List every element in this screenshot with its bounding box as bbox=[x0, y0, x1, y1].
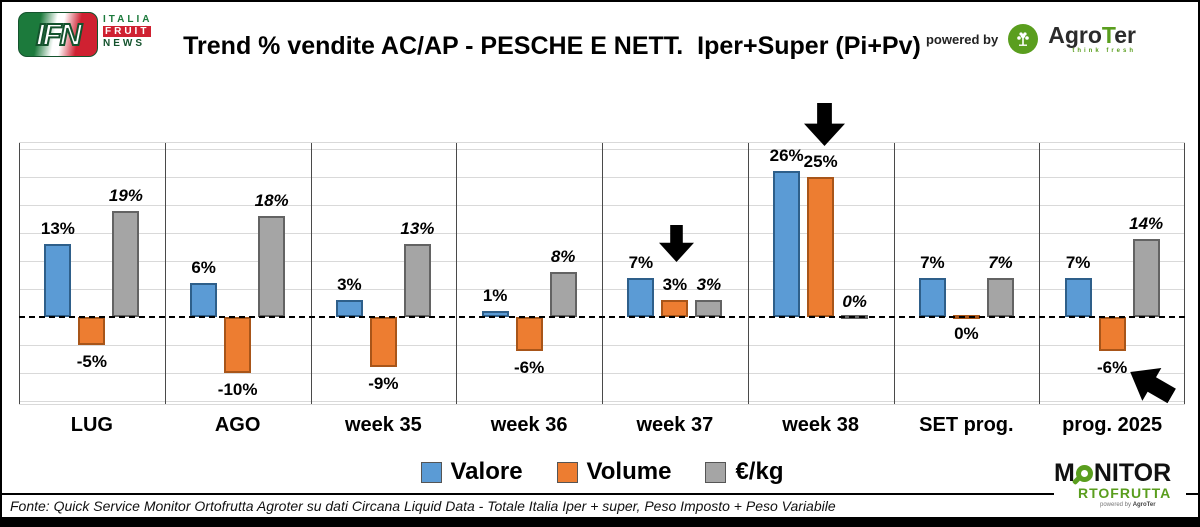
bottom-border-bar bbox=[2, 517, 1198, 525]
category-separator bbox=[165, 143, 166, 404]
footer: Fonte: Quick Service Monitor Ortofrutta … bbox=[2, 493, 1198, 517]
bar-volume-week-38 bbox=[807, 177, 835, 317]
legend-swatch bbox=[705, 461, 727, 483]
legend-swatch bbox=[556, 461, 578, 483]
bar-value-label: 13% bbox=[40, 219, 75, 239]
down-arrow-icon bbox=[804, 103, 845, 146]
legend: Valore Volume €/kg bbox=[2, 458, 1198, 486]
ifn-fruit-label: FRUIT bbox=[103, 26, 152, 37]
bar-kg-week-36 bbox=[549, 272, 577, 317]
bar-volume-week-35 bbox=[369, 317, 397, 368]
bar-value-label: 14% bbox=[1129, 213, 1164, 233]
bar-value-label: -6% bbox=[514, 357, 545, 377]
x-axis-label-prog--2025: prog. 2025 bbox=[1062, 414, 1163, 436]
bar-value-label: 0% bbox=[842, 292, 867, 311]
category-separator bbox=[456, 143, 457, 404]
bar-valore-set-prog- bbox=[918, 277, 946, 317]
monitor-ortofrutta-logo: M NITOR RTOFRUTTA powered by AgroTer bbox=[1054, 459, 1186, 517]
category-separator bbox=[19, 143, 20, 404]
chart-title: Trend % vendite AC/AP - PESCHE E NETT. I… bbox=[183, 32, 921, 60]
bar-valore-week-35 bbox=[335, 300, 363, 317]
bar-volume-ago bbox=[224, 317, 252, 373]
bar-value-label: -6% bbox=[1097, 357, 1128, 377]
x-axis-label-week-36: week 36 bbox=[490, 414, 568, 436]
magnifier-icon bbox=[1075, 465, 1093, 482]
bar-value-label: 7% bbox=[1065, 252, 1091, 272]
bar-valore-lug bbox=[44, 244, 72, 317]
x-axis-label-week-35: week 35 bbox=[345, 414, 422, 436]
bar-kg-set-prog- bbox=[986, 277, 1014, 317]
monitor-word-m: M bbox=[1054, 459, 1075, 487]
category-separator bbox=[602, 143, 603, 404]
bar-kg-ago bbox=[258, 216, 286, 317]
legend-item-kg: €/kg bbox=[705, 458, 783, 486]
bar-kg-week-35 bbox=[403, 244, 431, 317]
ortofrutta-label: RTOFRUTTA bbox=[1078, 485, 1172, 501]
agroter-tagline: think fresh bbox=[1072, 48, 1136, 54]
bar-volume-week-37 bbox=[661, 300, 689, 317]
bar-kg-prog--2025 bbox=[1132, 238, 1160, 317]
bar-value-label: 26% bbox=[769, 146, 804, 166]
bar-value-label: 13% bbox=[400, 219, 435, 239]
agroter-wordmark: AgroTer think fresh bbox=[1048, 22, 1136, 55]
bar-value-label: -9% bbox=[368, 374, 399, 394]
bar-value-label: 3% bbox=[662, 275, 688, 295]
ifn-acronym: IFN bbox=[35, 17, 83, 52]
bar-valore-week-38 bbox=[773, 171, 801, 317]
bar-value-label: 3% bbox=[696, 275, 722, 295]
x-axis-label-ago: AGO bbox=[214, 414, 261, 436]
monitor-word-nitor: NITOR bbox=[1093, 459, 1172, 487]
x-axis-label-lug: LUG bbox=[70, 414, 113, 436]
bar-value-label: 19% bbox=[108, 185, 143, 205]
ifn-italia-label: ITALIA bbox=[103, 14, 153, 25]
ifn-logo-icon: IFN bbox=[18, 12, 98, 57]
category-separator bbox=[311, 143, 312, 404]
powered-by-label: powered by bbox=[925, 31, 999, 47]
category-separator bbox=[1184, 143, 1185, 404]
bar-volume-week-36 bbox=[515, 317, 543, 351]
powered-by-block: powered by AgroTer think fresh bbox=[926, 24, 1136, 54]
ifn-logo: IFN ITALIA FRUIT NEWS bbox=[18, 12, 152, 57]
category-separator bbox=[748, 143, 749, 404]
legend-label: €/kg bbox=[735, 458, 784, 485]
legend-label: Volume bbox=[586, 458, 672, 485]
plot-area: 13% 6% 3% 1% 7% 26% 7% 7% -5% -10% -9% -6% 3% 25% 0% -6… bbox=[19, 103, 1185, 405]
bar-volume-prog--2025 bbox=[1098, 317, 1126, 351]
category-separator bbox=[894, 143, 895, 404]
category-separator bbox=[1039, 143, 1040, 404]
bar-kg-lug bbox=[112, 210, 140, 317]
bar-value-label: 25% bbox=[803, 152, 838, 171]
x-axis-labels: LUG AGO week 35 week 36 week 37 week 38 SET pr… bbox=[19, 414, 1185, 437]
source-note: Fonte: Quick Service Monitor Ortofrutta … bbox=[10, 498, 836, 514]
bar-value-label: 3% bbox=[337, 275, 362, 295]
bar-value-label: -10% bbox=[217, 380, 258, 399]
ifn-news-label: NEWS bbox=[103, 38, 145, 49]
x-axis-label-week-38: week 38 bbox=[782, 414, 859, 436]
bar-kg-week-37 bbox=[695, 300, 723, 317]
bar-valore-week-37 bbox=[627, 277, 655, 317]
legend-item-volume: Volume bbox=[556, 458, 672, 486]
bar-value-label: 7% bbox=[988, 252, 1013, 272]
bar-value-label: 8% bbox=[550, 247, 576, 267]
bar-value-label: 6% bbox=[191, 258, 216, 278]
zero-baseline bbox=[19, 316, 1185, 318]
bar-value-label: 18% bbox=[254, 191, 289, 211]
bar-valore-ago bbox=[190, 283, 218, 317]
x-axis-label-week-37: week 37 bbox=[636, 414, 714, 436]
bar-value-label: 0% bbox=[954, 324, 979, 343]
legend-swatch bbox=[420, 461, 442, 483]
legend-label: Valore bbox=[450, 458, 523, 485]
monitor-powered-by: powered by AgroTer bbox=[1100, 502, 1156, 508]
bar-value-label: -5% bbox=[76, 352, 107, 371]
x-axis-label-set-prog-: SET prog. bbox=[919, 414, 1014, 436]
bar-value-label: 7% bbox=[920, 252, 945, 272]
agroter-tree-icon bbox=[1008, 24, 1039, 54]
bar-valore-prog--2025 bbox=[1064, 277, 1092, 317]
bar-value-label: 7% bbox=[628, 252, 654, 272]
bar-volume-lug bbox=[78, 317, 106, 345]
bar-value-label: 1% bbox=[482, 286, 508, 306]
legend-item-valore: Valore bbox=[420, 458, 523, 486]
